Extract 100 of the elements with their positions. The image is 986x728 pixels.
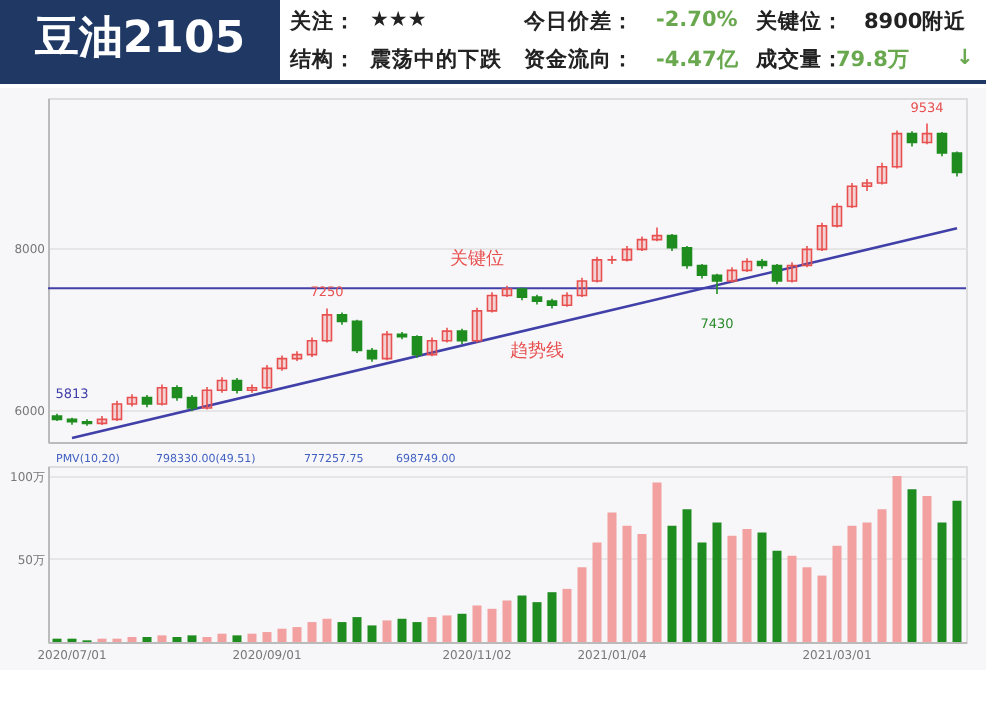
candlestick	[216, 376, 228, 394]
candlestick	[111, 399, 123, 422]
bar	[862, 522, 872, 642]
text: 结构：	[290, 46, 356, 74]
candlestick	[261, 364, 273, 391]
candlestick	[276, 354, 288, 372]
text: -2.70%	[656, 8, 738, 32]
bar	[292, 627, 302, 642]
bar	[532, 602, 542, 642]
bar	[922, 495, 932, 642]
candlestick	[411, 334, 423, 359]
bar	[247, 633, 257, 642]
candlestick	[636, 235, 648, 252]
bar	[937, 522, 947, 642]
bar	[562, 588, 572, 642]
bar	[727, 535, 737, 642]
candlestick	[126, 393, 138, 408]
text: -4.47亿	[656, 46, 739, 74]
bar	[502, 600, 512, 642]
candlestick	[306, 336, 318, 358]
bar	[952, 500, 962, 642]
candlestick	[831, 202, 843, 229]
candlestick	[891, 129, 903, 170]
bar	[472, 605, 482, 642]
candlestick	[441, 327, 453, 344]
bar	[577, 567, 587, 642]
bar	[427, 617, 437, 642]
bar	[277, 628, 287, 642]
candlestick	[726, 266, 738, 284]
candlestick	[501, 284, 513, 298]
bar	[322, 618, 332, 642]
bar	[847, 525, 857, 642]
bar	[622, 525, 632, 642]
bar	[412, 622, 422, 642]
text: ★★★	[370, 8, 427, 32]
text: 79.8万	[836, 46, 910, 74]
bar	[772, 550, 782, 642]
candlestick	[846, 182, 858, 209]
text: ↓	[956, 46, 974, 70]
text: 关注：	[290, 8, 356, 36]
bar	[637, 534, 647, 642]
bar	[157, 635, 167, 642]
bar	[487, 608, 497, 642]
candlestick	[936, 131, 948, 158]
candlestick	[921, 122, 933, 145]
candlestick	[681, 245, 693, 270]
bar	[802, 567, 812, 642]
candlestick	[321, 307, 333, 344]
bar	[787, 555, 797, 642]
text: 豆油2105	[0, 0, 280, 80]
candlestick	[741, 257, 753, 273]
candlestick	[381, 330, 393, 362]
text: 今日价差：	[524, 8, 634, 36]
bar	[667, 525, 677, 642]
bar	[712, 522, 722, 642]
bar	[697, 542, 707, 642]
bar	[817, 575, 827, 642]
bar	[757, 532, 767, 642]
bar	[607, 512, 617, 642]
candlestick	[801, 245, 813, 268]
bar	[652, 482, 662, 642]
bar	[877, 509, 887, 642]
bar	[892, 475, 902, 642]
text: 资金流向：	[524, 46, 634, 74]
bar	[307, 622, 317, 642]
bar	[832, 545, 842, 642]
text: 关键位：	[756, 8, 844, 36]
bar	[592, 542, 602, 642]
candlestick	[156, 383, 168, 407]
bar	[742, 529, 752, 642]
candlestick	[876, 161, 888, 186]
candlestick	[861, 178, 873, 192]
bar	[442, 615, 452, 642]
bar	[397, 618, 407, 642]
candlestick	[786, 261, 798, 284]
candlestick	[621, 245, 633, 263]
candlestick	[201, 386, 213, 411]
candlestick	[591, 255, 603, 284]
text: 8900附近	[864, 8, 967, 36]
candlestick	[351, 318, 363, 354]
candlestick	[471, 306, 483, 344]
candlestick	[246, 383, 258, 394]
candlestick	[951, 150, 963, 178]
bar	[907, 489, 917, 642]
bar	[352, 617, 362, 642]
bar	[382, 620, 392, 642]
annotation: 趋势线	[510, 340, 564, 362]
annotation: 关键位	[450, 248, 504, 270]
candlestick	[561, 291, 573, 308]
bar	[517, 595, 527, 642]
candlestick	[576, 276, 588, 298]
bar	[232, 635, 242, 642]
candlestick	[486, 291, 498, 314]
candlestick	[816, 221, 828, 252]
bar	[187, 635, 197, 642]
bar	[262, 632, 272, 642]
candlestick	[426, 336, 438, 357]
bar	[367, 625, 377, 642]
bar	[337, 622, 347, 642]
candlestick	[771, 263, 783, 285]
